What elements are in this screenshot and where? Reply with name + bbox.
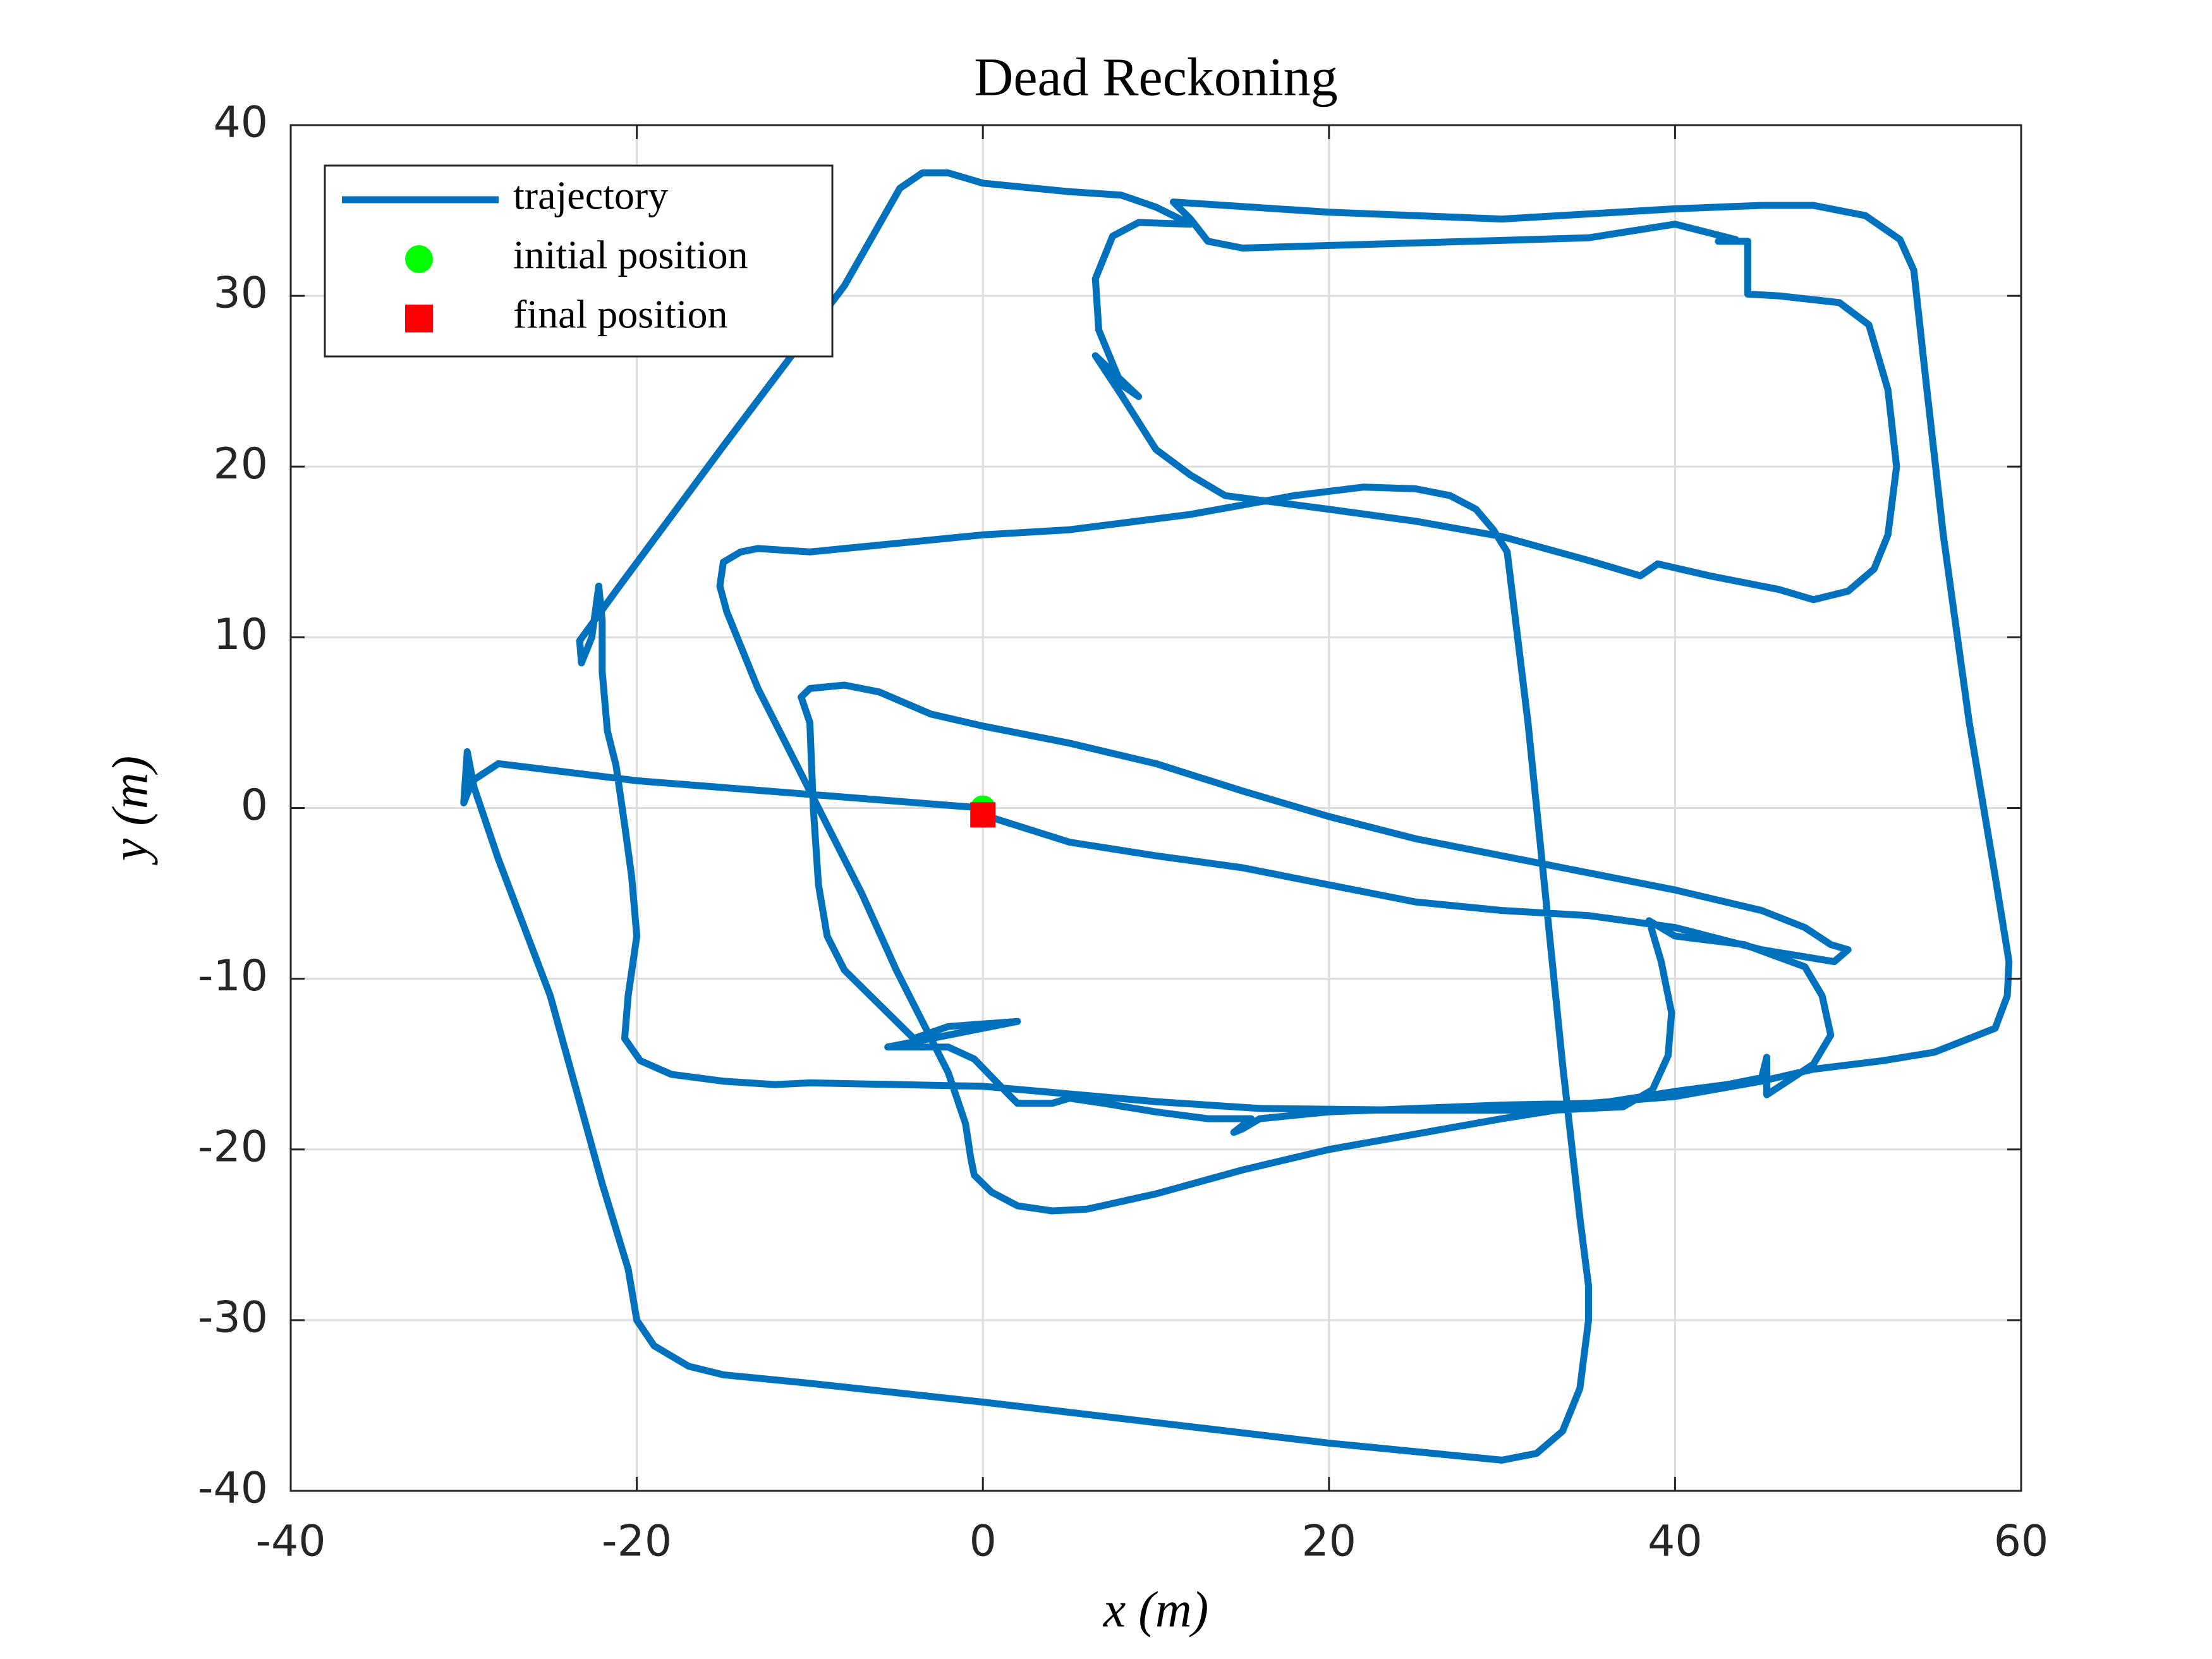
y-tick-label: 0 (241, 781, 268, 830)
y-tick-label: 10 (213, 610, 268, 660)
x-tick-label: 0 (969, 1517, 997, 1567)
legend: trajectory initial position final position (324, 164, 834, 358)
marker (405, 305, 433, 332)
y-tick-label: -20 (198, 1122, 268, 1172)
x-tick-label: 40 (1648, 1517, 1703, 1567)
y-tick-label: 20 (213, 439, 268, 489)
chart-title: Dead Reckoning (974, 47, 1338, 107)
x-tick-label: 20 (1302, 1517, 1357, 1567)
marker (970, 802, 996, 828)
legend-label: initial position (513, 233, 748, 277)
x-axis-label: x (m) (1103, 1582, 1209, 1638)
plot-content (460, 169, 2013, 1464)
ticks: -40 -20 0 20 40 60 -40 -30 -20 -10 0 10 20 30 40 (198, 98, 2048, 1567)
legend-label: trajectory (513, 173, 668, 218)
x-tick-label: -20 (602, 1517, 672, 1567)
x-tick-label: 60 (1994, 1517, 2049, 1567)
y-tick-label: -30 (198, 1292, 268, 1342)
trajectory-line (460, 169, 2013, 1464)
marker (405, 245, 433, 273)
legend-label: final position (513, 292, 728, 337)
y-tick-label: 30 (213, 269, 268, 319)
y-tick-label: -10 (198, 951, 268, 1001)
y-axis-label: y (m) (102, 756, 158, 866)
y-tick-label: -40 (198, 1464, 268, 1514)
y-tick-label: 40 (213, 98, 268, 148)
x-tick-label: -40 (255, 1517, 325, 1567)
